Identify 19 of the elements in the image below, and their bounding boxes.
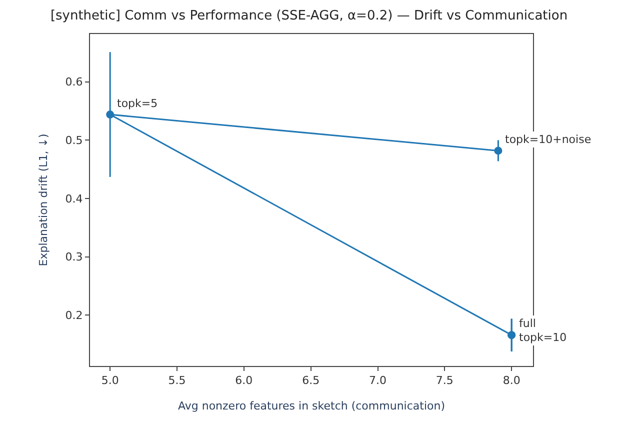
annotation: topk=5 — [117, 97, 158, 110]
y-tick-label: 0.4 — [65, 192, 83, 206]
x-tick-label: 7.5 — [436, 374, 454, 388]
x-tick-label: 8.0 — [502, 374, 520, 388]
x-tick-label: 6.0 — [235, 374, 253, 388]
annotation: full — [519, 317, 536, 330]
y-tick-label: 0.3 — [65, 250, 83, 264]
annotation: topk=10 — [519, 331, 567, 344]
x-tick-label: 6.5 — [302, 374, 320, 388]
y-tick-label: 0.2 — [65, 309, 83, 322]
x-axis-title: Avg nonzero features in sketch (communication) — [178, 399, 446, 412]
x-tick-label: 5.5 — [168, 374, 186, 388]
x-tick-label: 5.0 — [101, 374, 119, 388]
annotation: topk=10+noise — [505, 133, 592, 146]
y-tick-label: 0.5 — [65, 134, 83, 148]
y-tick-label: 0.6 — [65, 76, 83, 89]
chart-title: [synthetic] Comm vs Performance (SSE-AGG, α=0.2) — Drift vs Communication — [50, 8, 568, 24]
x-tick-label: 7.0 — [369, 374, 386, 388]
y-axis-title: Explanation drift (L1, ↓) — [36, 134, 50, 266]
